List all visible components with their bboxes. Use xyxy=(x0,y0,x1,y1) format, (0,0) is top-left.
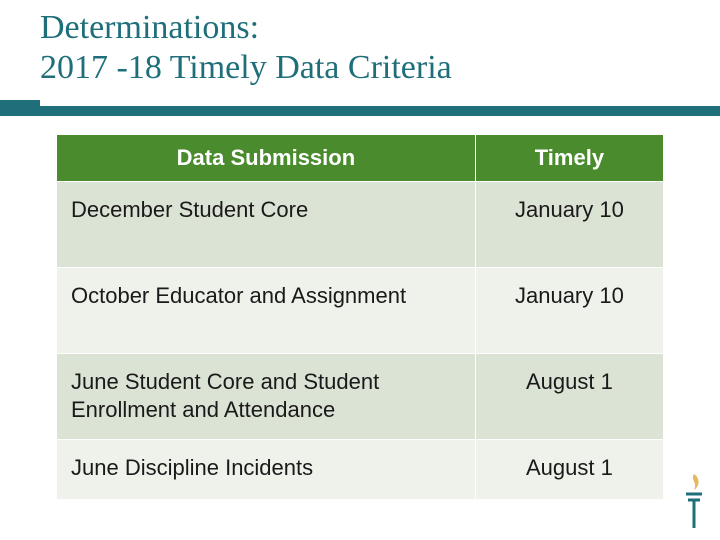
title-line-2: 2017 -18 Timely Data Criteria xyxy=(40,48,680,88)
cell-submission: June Discipline Incidents xyxy=(57,440,476,500)
col-header-timely: Timely xyxy=(475,135,663,182)
cell-timely: August 1 xyxy=(475,354,663,440)
table-header-row: Data Submission Timely xyxy=(57,135,664,182)
title-divider xyxy=(0,100,720,116)
criteria-table: Data Submission Timely December Student … xyxy=(56,134,664,500)
table-row: June Student Core and Student Enrollment… xyxy=(57,354,664,440)
criteria-table-container: Data Submission Timely December Student … xyxy=(0,116,720,500)
title-line-1: Determinations: xyxy=(40,8,680,48)
slide-title: Determinations: 2017 -18 Timely Data Cri… xyxy=(0,0,720,88)
table-row: December Student Core January 10 xyxy=(57,182,664,268)
cell-submission: December Student Core xyxy=(57,182,476,268)
cell-timely: August 1 xyxy=(475,440,663,500)
table-row: October Educator and Assignment January … xyxy=(57,268,664,354)
torch-icon xyxy=(680,470,708,530)
cell-timely: January 10 xyxy=(475,182,663,268)
cell-submission: June Student Core and Student Enrollment… xyxy=(57,354,476,440)
cell-submission: October Educator and Assignment xyxy=(57,268,476,354)
col-header-submission: Data Submission xyxy=(57,135,476,182)
cell-timely: January 10 xyxy=(475,268,663,354)
table-row: June Discipline Incidents August 1 xyxy=(57,440,664,500)
